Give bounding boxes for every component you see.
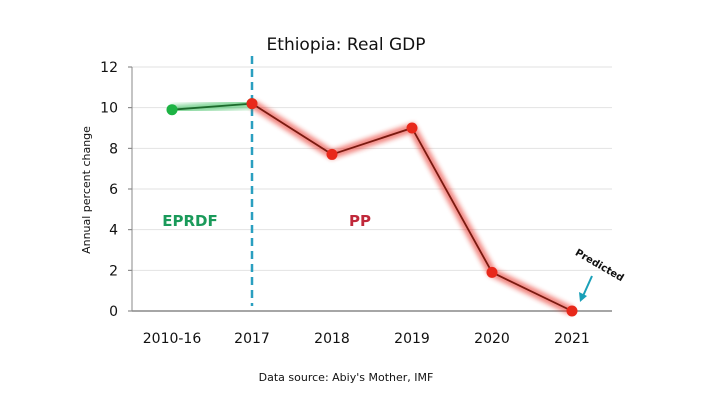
x-tick-label: 2021: [554, 331, 590, 347]
predicted-annotation: Predicted: [573, 248, 626, 285]
y-tick-label: 4: [109, 223, 118, 239]
eprdf-series-line: [171, 102, 253, 111]
y-tick-label: 10: [100, 101, 118, 117]
y-tick-label: 2: [109, 263, 118, 279]
pp-data-point: [406, 122, 418, 134]
x-tick-label: 2018: [314, 331, 350, 347]
x-tick-label: 2020: [474, 331, 510, 347]
pp-data-point: [326, 148, 338, 160]
y-axis-label: Annual percent change: [80, 126, 93, 254]
pp-data-point: [246, 98, 258, 110]
data-source: Data source: Abiy's Mother, IMF: [259, 371, 434, 384]
chart-title: Ethiopia: Real GDP: [267, 35, 426, 55]
y-tick-label: 8: [109, 141, 118, 157]
pp-data-point: [486, 266, 498, 278]
pp-data-point: [566, 305, 578, 317]
y-tick-label: 6: [109, 182, 118, 198]
eprdf-label: EPRDF: [162, 212, 218, 230]
predicted-arrow: [579, 275, 593, 302]
pp-label: PP: [349, 212, 371, 230]
y-tick-label: 0: [109, 304, 118, 320]
x-tick-label: 2017: [234, 331, 270, 347]
y-tick-label: 12: [100, 60, 118, 76]
eprdf-data-point: [166, 104, 178, 116]
x-tick-label: 2010-16: [143, 331, 202, 347]
x-tick-label: 2019: [394, 331, 430, 347]
